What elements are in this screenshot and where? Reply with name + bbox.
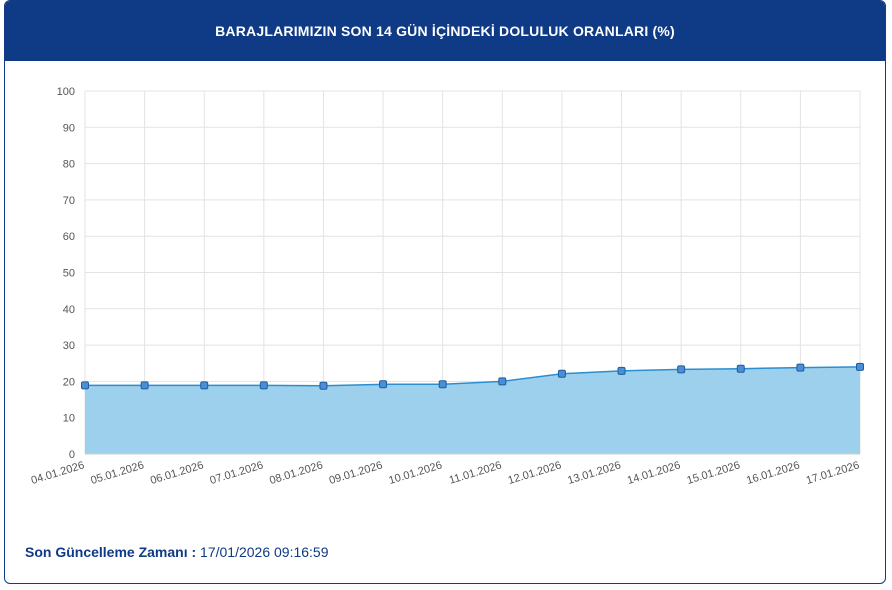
data-point bbox=[200, 381, 209, 390]
y-tick-label: 20 bbox=[63, 376, 75, 388]
series-line bbox=[85, 366, 861, 387]
data-point bbox=[379, 380, 388, 389]
y-tick-label: 100 bbox=[57, 86, 75, 98]
y-tick-label: 30 bbox=[63, 340, 75, 352]
x-tick-label: 14.01.2026 bbox=[626, 459, 682, 487]
y-tick-label: 60 bbox=[63, 231, 75, 243]
x-tick-label: 12.01.2026 bbox=[507, 459, 563, 487]
y-tick-label: 50 bbox=[63, 268, 75, 280]
x-tick-label: 15.01.2026 bbox=[685, 459, 741, 487]
data-point bbox=[259, 381, 268, 390]
last-update-label: Son Güncelleme Zamanı : bbox=[25, 544, 197, 560]
data-point bbox=[677, 365, 686, 374]
x-tick-label: 09.01.2026 bbox=[328, 459, 384, 487]
area-fill bbox=[85, 366, 860, 454]
data-point bbox=[736, 364, 745, 373]
y-tick-label: 80 bbox=[63, 159, 75, 171]
x-tick-label: 06.01.2026 bbox=[149, 459, 205, 487]
y-tick-label: 40 bbox=[63, 304, 75, 316]
x-tick-label: 16.01.2026 bbox=[745, 459, 801, 487]
x-tick-label: 05.01.2026 bbox=[89, 459, 145, 487]
data-point bbox=[81, 381, 89, 390]
area-chart: 0 10 20 30 40 50 60 70 80 90 100 04.01.2026 05.01.20… bbox=[30, 86, 864, 487]
data-point bbox=[796, 363, 805, 372]
x-tick-label: 11.01.2026 bbox=[448, 459, 503, 486]
data-point bbox=[557, 369, 566, 378]
x-tick-label: 07.01.2026 bbox=[209, 459, 265, 487]
x-tick-label: 10.01.2026 bbox=[387, 459, 443, 487]
last-update: Son Güncelleme Zamanı : 17/01/2026 09:16… bbox=[25, 544, 329, 560]
data-point bbox=[617, 366, 626, 375]
last-update-value: 17/01/2026 09:16:59 bbox=[200, 544, 329, 560]
y-tick-label: 10 bbox=[63, 413, 75, 425]
y-tick-label: 70 bbox=[63, 195, 75, 207]
y-tick-label: 0 bbox=[69, 449, 75, 461]
chart-card: BARAJLARIMIZIN SON 14 GÜN İÇİNDEKİ DOLUL… bbox=[4, 0, 886, 584]
x-tick-label: 04.01.2026 bbox=[30, 459, 86, 487]
data-point bbox=[140, 381, 149, 390]
chart-area: 0 10 20 30 40 50 60 70 80 90 100 04.01.2026 05.01.20… bbox=[5, 61, 885, 531]
chart-title: BARAJLARIMIZIN SON 14 GÜN İÇİNDEKİ DOLUL… bbox=[5, 1, 885, 61]
data-point bbox=[856, 362, 864, 371]
x-tick-label: 17.01.2026 bbox=[805, 459, 861, 487]
x-tick-label: 13.01.2026 bbox=[566, 459, 622, 487]
y-tick-label: 90 bbox=[63, 122, 75, 134]
x-tick-label: 08.01.2026 bbox=[268, 459, 324, 487]
data-point bbox=[498, 377, 507, 386]
data-point bbox=[438, 380, 447, 389]
data-point bbox=[319, 381, 328, 390]
